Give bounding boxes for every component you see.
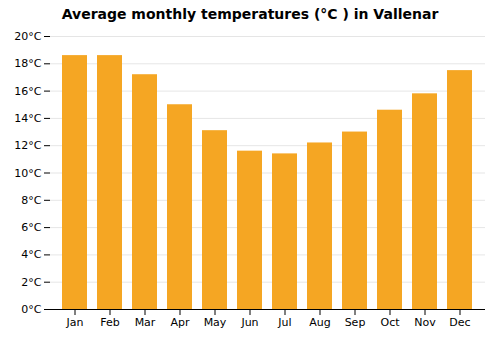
svg-text:Apr: Apr [170, 316, 190, 329]
svg-text:14°C: 14°C [14, 112, 41, 125]
svg-text:Jan: Jan [66, 316, 84, 329]
svg-text:Dec: Dec [449, 316, 470, 329]
svg-text:16°C: 16°C [14, 85, 41, 98]
svg-text:May: May [204, 316, 227, 329]
svg-text:2°C: 2°C [21, 276, 41, 289]
svg-text:10°C: 10°C [14, 167, 41, 180]
html-text:Average monthly temperatures (: Average monthly temperatures (°C ) in Va… [61, 6, 439, 22]
svg-text:Jun: Jun [240, 316, 258, 329]
svg-text:Oct: Oct [380, 316, 400, 329]
svg-text:Aug: Aug [309, 316, 330, 329]
svg-text:Nov: Nov [414, 316, 436, 329]
svg-text:8°C: 8°C [21, 194, 41, 207]
svg-text:4°C: 4°C [21, 248, 41, 261]
svg-text:Jul: Jul [277, 316, 291, 329]
svg-text:20°C: 20°C [14, 30, 41, 43]
svg-text:Sep: Sep [345, 316, 366, 329]
svg-text:18°C: 18°C [14, 57, 41, 70]
svg-text:Feb: Feb [100, 316, 119, 329]
svg-text:0°C: 0°C [21, 303, 41, 316]
svg-text:12°C: 12°C [14, 139, 41, 152]
svg-text:6°C: 6°C [21, 221, 41, 234]
svg-text:Mar: Mar [135, 316, 156, 329]
